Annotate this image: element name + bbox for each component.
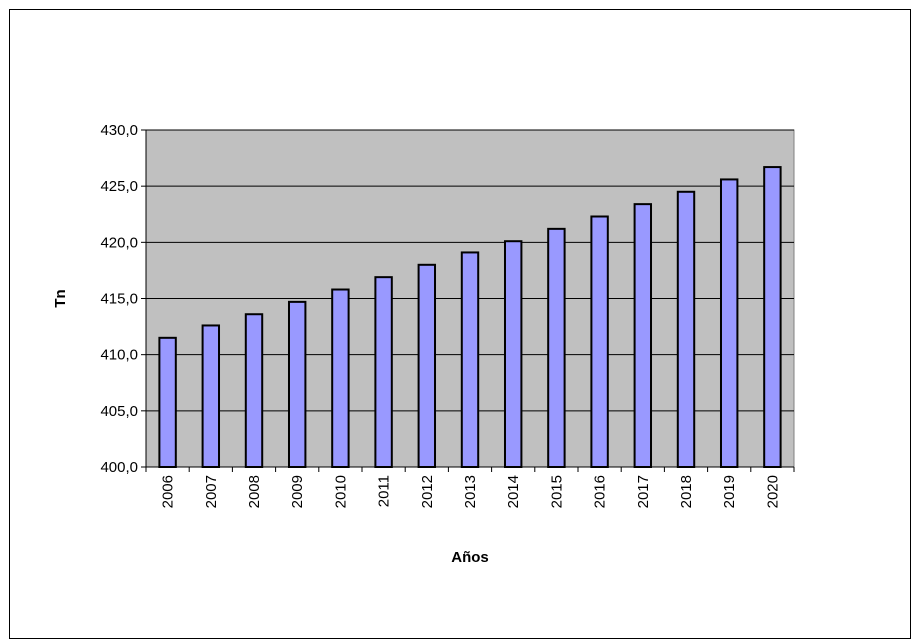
bar-2007 — [201, 324, 221, 468]
bar-2016 — [590, 215, 609, 468]
x-tick-label: 2008 — [246, 475, 263, 508]
y-axis-title: Tn — [52, 289, 69, 307]
x-tick-label: 2013 — [462, 475, 479, 508]
x-tick-label: 2015 — [548, 475, 565, 508]
x-tick-label: 2011 — [376, 475, 393, 507]
y-tick-label: 420,0 — [100, 234, 138, 251]
bar-2010 — [331, 288, 350, 468]
bar-2015 — [547, 227, 566, 468]
y-tick-labels: 400,0 405,0 410,0 415,0 420,0 425,0 430,0 — [100, 122, 146, 476]
x-tick-label: 2017 — [635, 475, 652, 508]
bar-2017 — [633, 203, 653, 468]
bar-2008 — [244, 313, 264, 468]
bar-2013 — [460, 251, 480, 468]
chart-frame: 400,0 405,0 410,0 415,0 420,0 425,0 430,0 2006… — [9, 9, 911, 639]
bars — [158, 166, 782, 469]
y-tick-label: 400,0 — [100, 459, 138, 476]
x-tick-label: 2009 — [289, 475, 306, 508]
x-tick-label: 2010 — [332, 475, 349, 508]
y-tick-label: 415,0 — [100, 291, 138, 308]
x-tick-label: 2018 — [678, 475, 695, 508]
x-tick-label: 2006 — [160, 475, 177, 508]
bar-2011 — [374, 276, 393, 469]
x-tick-label: 2016 — [592, 475, 609, 508]
bar-2006 — [158, 336, 177, 469]
bar-2020 — [763, 166, 782, 468]
x-tick-label: 2014 — [505, 475, 522, 508]
x-tick-label: 2020 — [764, 475, 781, 508]
x-tick-labels: 2006 2007 2008 2009 2010 2011 2012 2013 2014 2015… — [145, 467, 795, 508]
bar-chart: 400,0 405,0 410,0 415,0 420,0 425,0 430,0 2006… — [52, 122, 795, 566]
bar-2009 — [287, 300, 307, 468]
bar-2018 — [676, 190, 696, 469]
bar-2019 — [719, 178, 739, 468]
y-tick-label: 410,0 — [100, 347, 138, 364]
x-tick-label: 2012 — [419, 475, 436, 508]
bar-2014 — [503, 240, 523, 468]
y-tick-label: 430,0 — [100, 122, 138, 139]
x-tick-label: 2007 — [203, 475, 220, 508]
y-tick-label: 405,0 — [100, 403, 138, 420]
bar-2012 — [417, 263, 437, 468]
x-axis-title: Años — [451, 549, 489, 566]
x-tick-label: 2019 — [721, 475, 738, 508]
y-tick-label: 425,0 — [100, 178, 138, 195]
